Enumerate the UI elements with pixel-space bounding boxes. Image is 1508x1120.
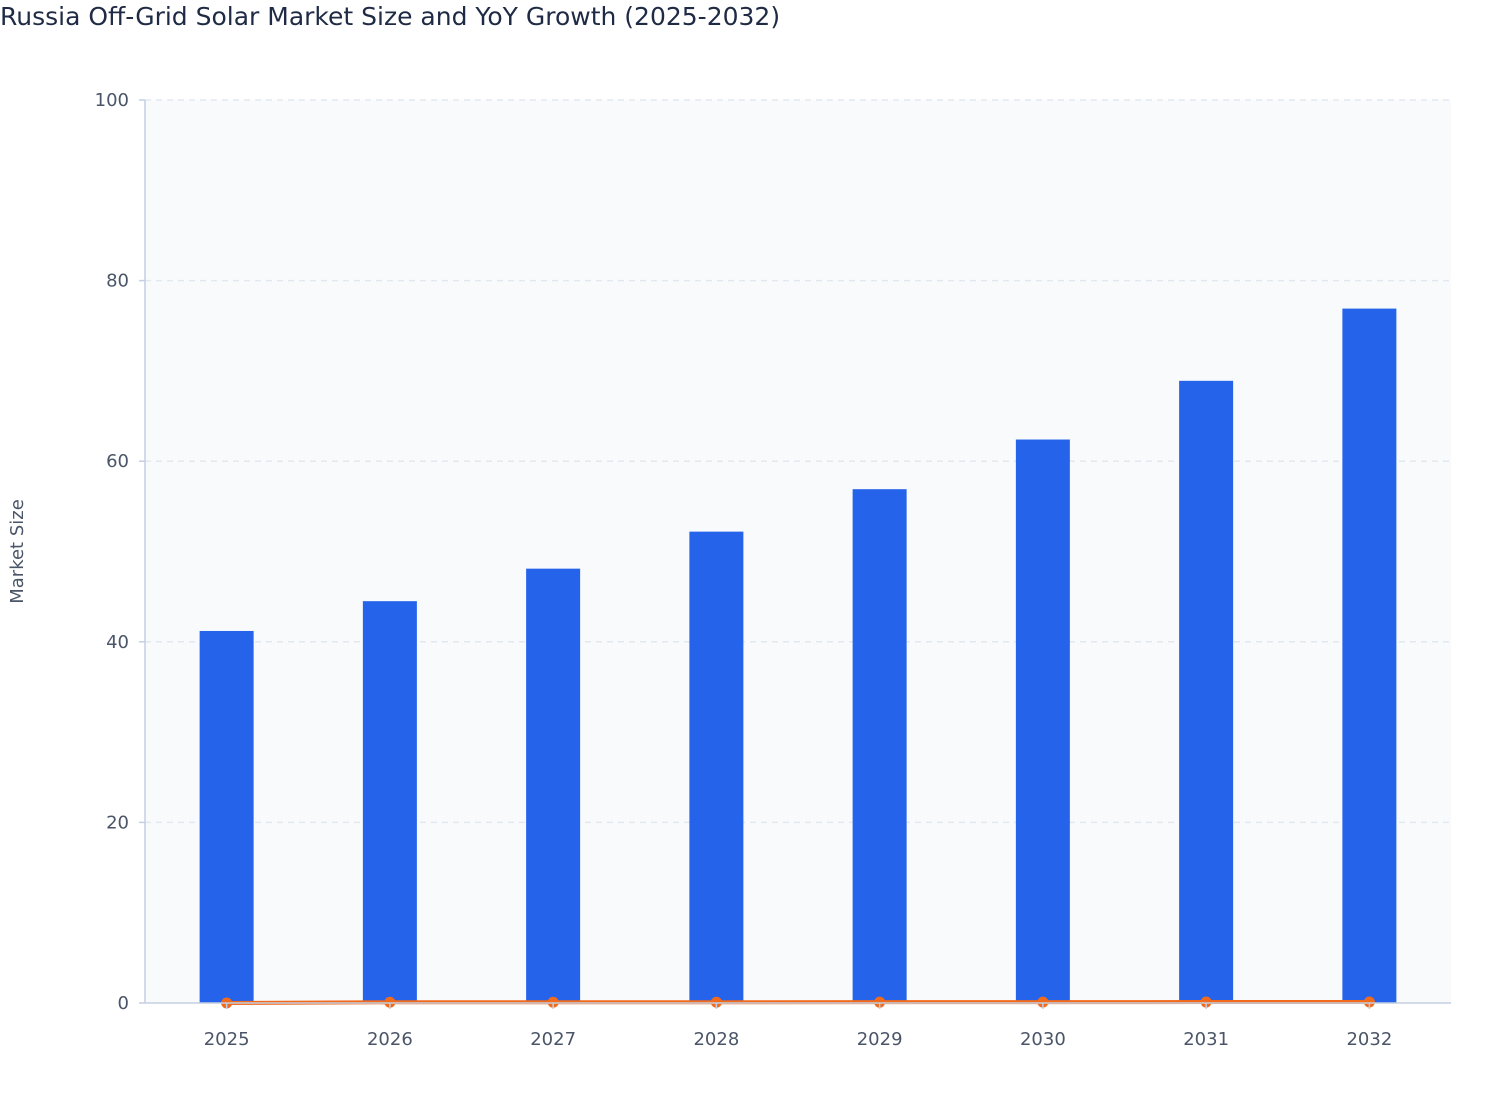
x-tick-label-2032: 2032 [1346,1029,1392,1050]
y-tick-label-80: 80 [106,271,129,292]
x-tick-label-2029: 2029 [857,1029,903,1050]
x-tick-label-2031: 2031 [1183,1029,1229,1050]
growth-point-2028 [710,996,722,1008]
x-tick-label-2027: 2027 [530,1029,576,1050]
bar-2030 [1015,439,1070,1003]
bar-2026 [362,601,417,1003]
y-tick-label-40: 40 [106,632,129,653]
growth-point-2029 [874,996,886,1008]
y-tick-label-20: 20 [106,812,129,833]
plot-background [145,100,1451,1003]
bar-2029 [852,489,907,1003]
x-tick-label-2025: 2025 [204,1029,250,1050]
y-axis-title: Market Size [7,499,28,604]
y-tick-label-0: 0 [118,993,129,1014]
growth-point-2032 [1363,996,1375,1008]
x-tick-label-2028: 2028 [693,1029,739,1050]
y-tick-label-60: 60 [106,451,129,472]
x-tick-label-2030: 2030 [1020,1029,1066,1050]
bar-2031 [1179,380,1234,1003]
chart-title: Russia Off-Grid Solar Market Size and Yo… [0,2,781,31]
growth-point-2031 [1200,996,1212,1008]
x-tick-label-2026: 2026 [367,1029,413,1050]
axes [139,99,1451,1009]
growth-point-2030 [1037,996,1049,1008]
y-tick-label-100: 100 [95,90,129,111]
bar-2025 [199,630,254,1003]
bar-series [199,308,1397,1003]
grid-lines [145,99,1451,824]
bar-2032 [1342,308,1397,1003]
bar-2028 [689,531,744,1003]
tick-labels: 0 20 40 60 80 100 2025 2026 2027 2028 2029 2030 2031… [95,90,1393,1050]
bar-2027 [526,568,581,1003]
